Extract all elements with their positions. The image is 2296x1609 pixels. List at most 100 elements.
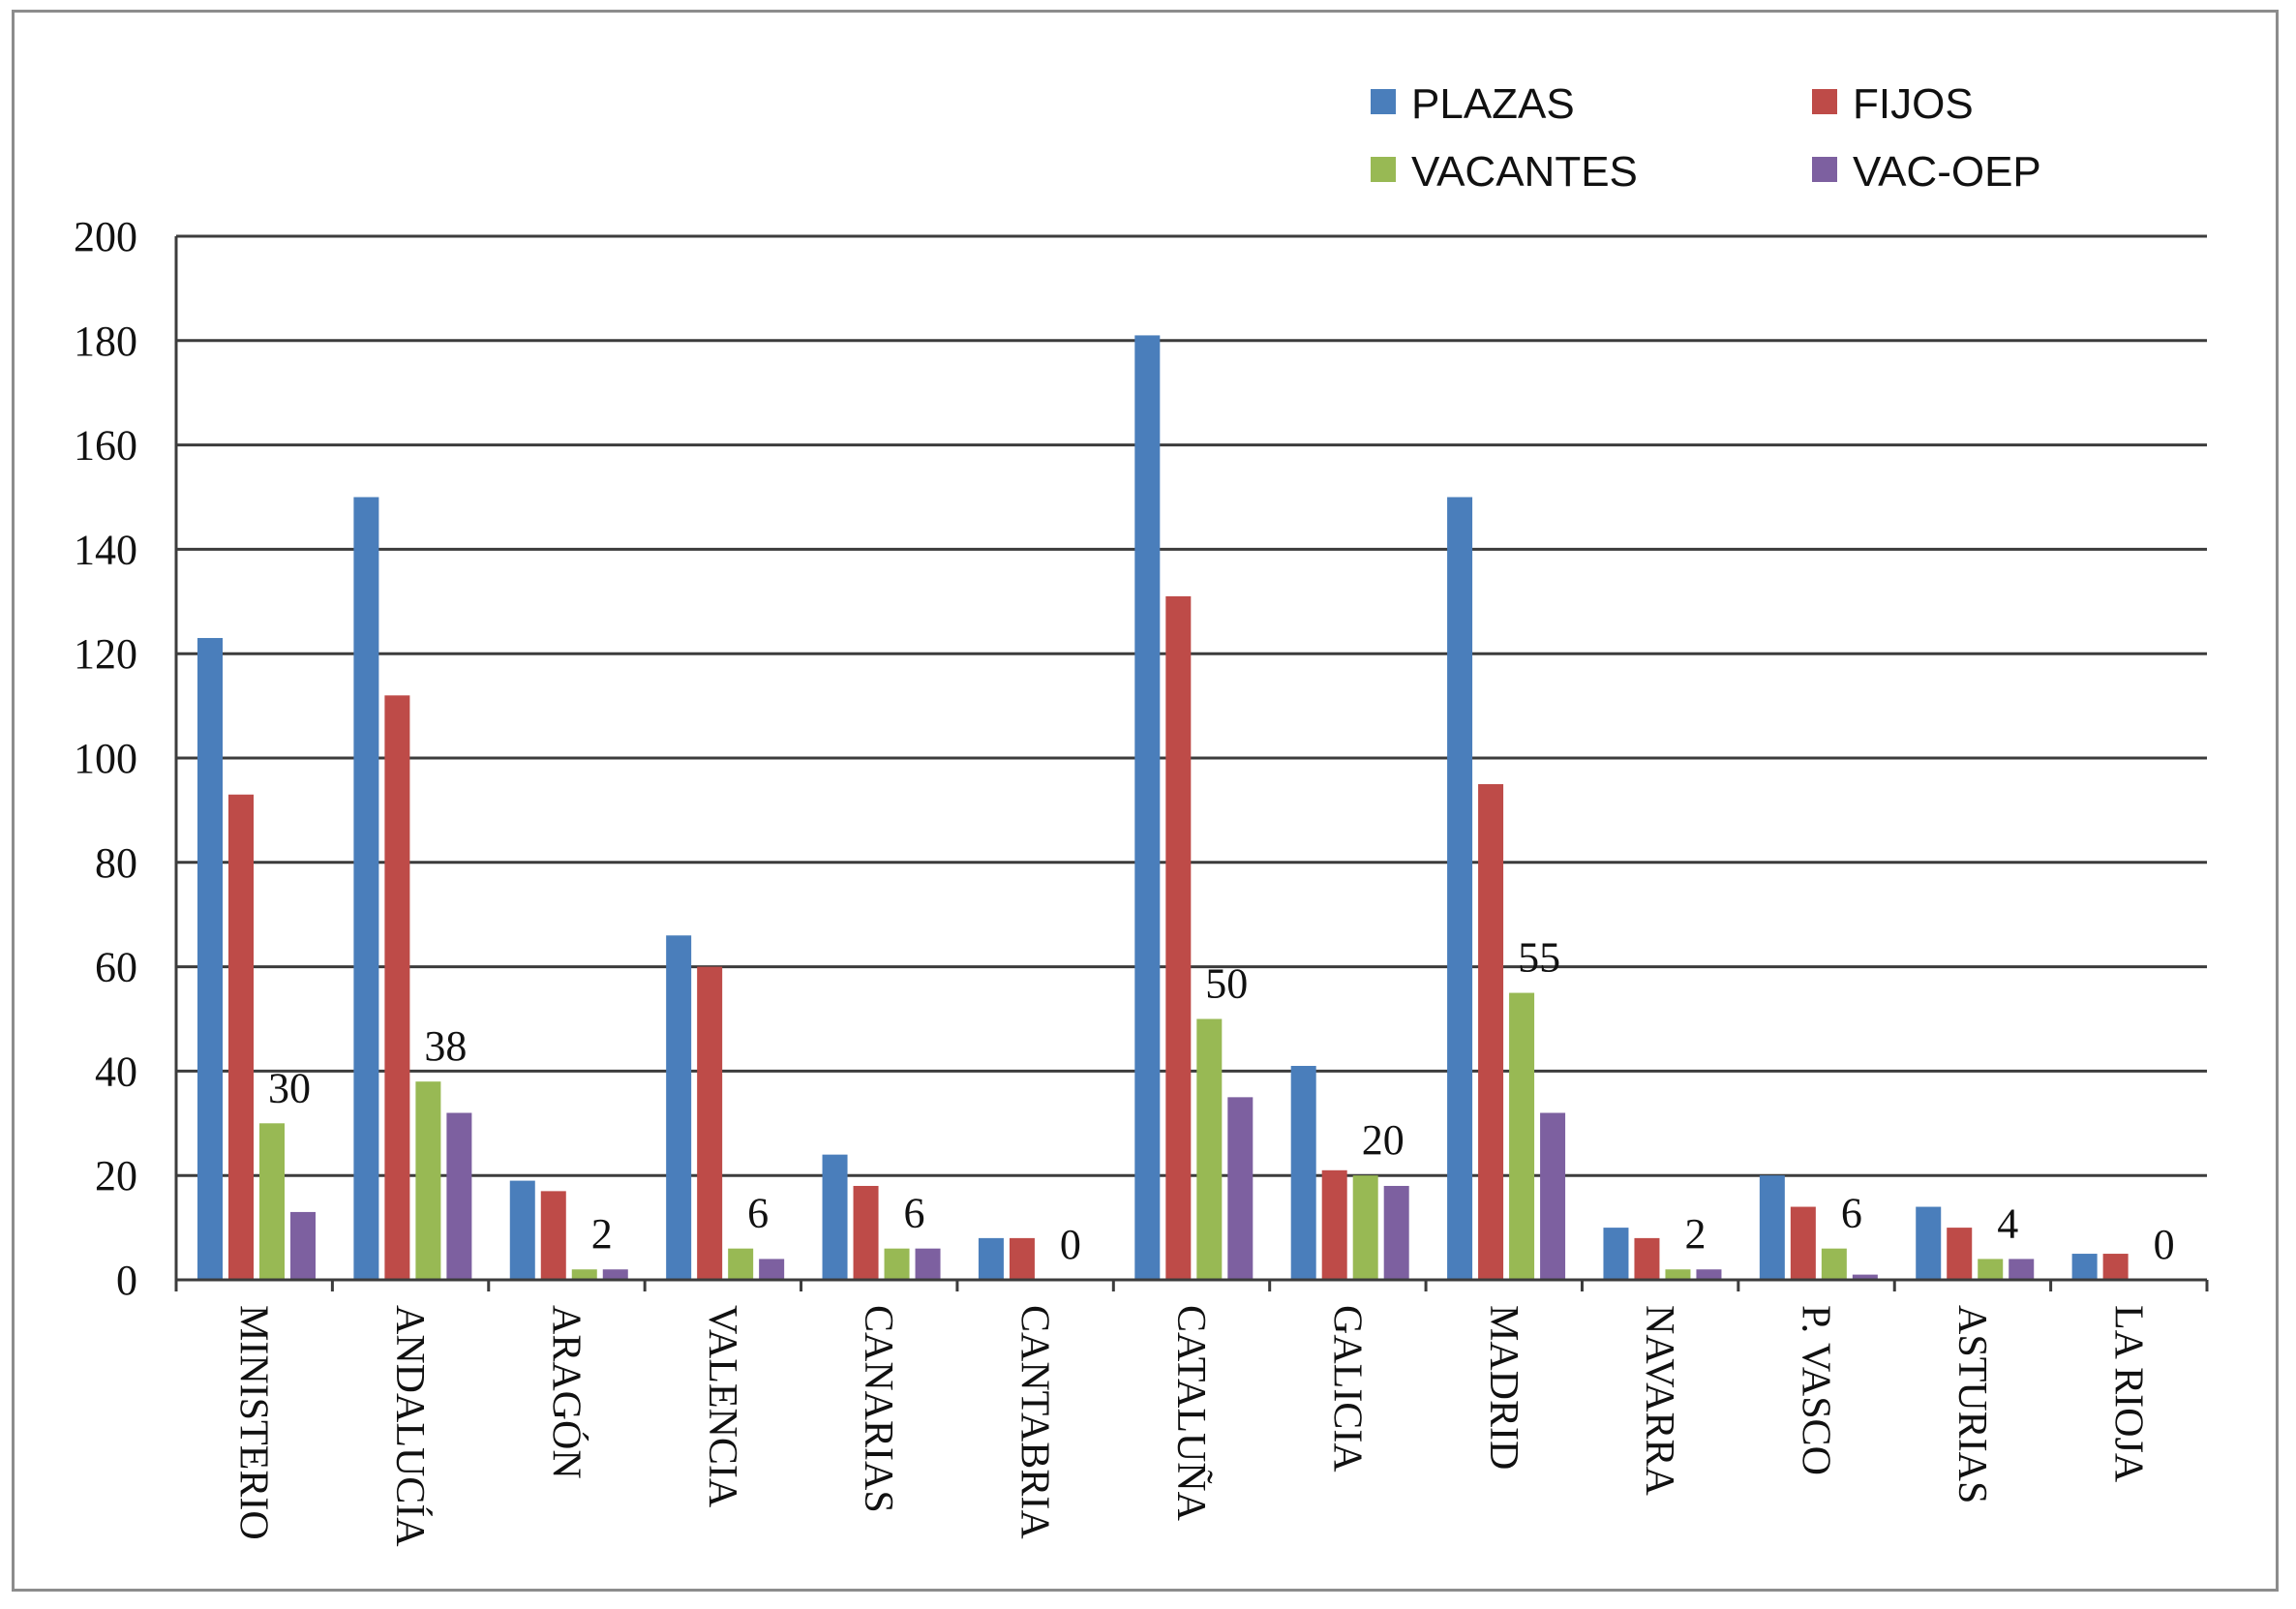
bar-plazas-cantabria: [978, 1237, 1004, 1280]
data-labels: 30 38 2 6 6 0 50 20 55 2 6 4 0: [268, 934, 2175, 1268]
gridlines: [176, 234, 2207, 1177]
bars: [197, 335, 2129, 1280]
bar-plazas-galicia: [1290, 1066, 1316, 1280]
legend-swatch-vacantes: [1371, 157, 1396, 182]
y-tick-label: 160: [74, 422, 137, 470]
bar-vac-oep-madrid: [1540, 1112, 1566, 1280]
x-category-label: GALICIA: [1324, 1305, 1369, 1472]
data-label: 6: [904, 1190, 925, 1237]
bar-plazas-madrid: [1447, 497, 1473, 1280]
bar-vacantes-galicia: [1352, 1175, 1378, 1280]
bar-plazas-andalucia: [353, 497, 379, 1280]
data-label: 2: [591, 1210, 613, 1258]
legend-swatch-plazas: [1371, 89, 1396, 114]
data-label: 50: [1205, 960, 1248, 1008]
bar-vac-oep-galicia: [1383, 1185, 1409, 1280]
bar-vac-oep-p-vasco: [1852, 1274, 1878, 1280]
legend-label-fijos: FIJOS: [1853, 80, 1974, 128]
x-category-label: MADRID: [1481, 1305, 1526, 1470]
x-category-label: P. VASCO: [1794, 1305, 1838, 1475]
legend: PLAZAS FIJOS VACANTES VAC-OEP: [1371, 80, 2041, 196]
bar-vacantes-cataluna: [1196, 1018, 1223, 1280]
bar-plazas-ministerio: [197, 638, 223, 1280]
data-label: 0: [1060, 1221, 1081, 1268]
x-category-label: ARAGÓN: [543, 1305, 589, 1479]
x-category-label: ASTURIAS: [1949, 1305, 1994, 1503]
x-category-label: LA RIOJA: [2105, 1305, 2150, 1483]
y-tick-label: 100: [74, 735, 137, 782]
bar-vacantes-ministerio: [259, 1123, 285, 1280]
bar-vac-oep-cataluna: [1227, 1097, 1254, 1280]
bar-fijos-p-vasco: [1790, 1206, 1816, 1280]
bar-vac-oep-valencia: [759, 1259, 785, 1280]
bar-plazas-p-vasco: [1759, 1175, 1785, 1280]
bar-fijos-valencia: [697, 966, 723, 1280]
bar-vac-oep-andalucia: [446, 1112, 472, 1280]
y-tick-label: 60: [95, 944, 137, 991]
x-category-label: NAVARRA: [1637, 1305, 1681, 1497]
bar-fijos-navarra: [1634, 1237, 1660, 1280]
bar-vac-oep-canarias: [915, 1248, 941, 1280]
bar-fijos-cataluna: [1165, 595, 1192, 1280]
y-tick-label: 120: [74, 630, 137, 678]
y-tick-label: 140: [74, 526, 137, 573]
data-label: 30: [268, 1064, 311, 1111]
y-axis-ticks: 0 20 40 60 80 100 120 140 160 180 200: [74, 213, 137, 1304]
bar-vacantes-andalucia: [415, 1081, 441, 1280]
legend-swatch-vac-oep: [1812, 157, 1837, 182]
data-label: 38: [424, 1022, 467, 1070]
data-label: 6: [1841, 1190, 1862, 1237]
legend-label-vacantes: VACANTES: [1411, 148, 1638, 196]
y-tick-label: 80: [95, 839, 137, 887]
bar-vacantes-asturias: [1978, 1259, 2004, 1280]
x-category-label: CANARIAS: [856, 1305, 900, 1513]
bar-fijos-madrid: [1478, 783, 1504, 1280]
data-label: 20: [1362, 1116, 1405, 1164]
bar-plazas-aragon: [509, 1180, 535, 1280]
bar-fijos-la-rioja: [2102, 1254, 2129, 1280]
bar-vacantes-madrid: [1509, 992, 1535, 1280]
x-category-label: CATALUÑA: [1168, 1305, 1213, 1522]
bar-fijos-asturias: [1947, 1228, 1973, 1280]
bar-vacantes-p-vasco: [1821, 1248, 1847, 1280]
bar-vacantes-canarias: [884, 1248, 910, 1280]
bar-fijos-andalucia: [384, 695, 410, 1280]
legend-swatch-fijos: [1812, 89, 1837, 114]
bar-vac-oep-navarra: [1696, 1269, 1722, 1280]
bar-fijos-cantabria: [1009, 1237, 1035, 1280]
x-category-label: MINISTERIO: [231, 1305, 276, 1540]
legend-label-plazas: PLAZAS: [1411, 80, 1575, 128]
bar-vacantes-valencia: [728, 1248, 754, 1280]
bar-plazas-navarra: [1603, 1228, 1629, 1280]
data-label: 2: [1684, 1210, 1706, 1258]
x-category-label: VALENCIA: [700, 1305, 744, 1508]
legend-label-vac-oep: VAC-OEP: [1853, 148, 2041, 196]
bar-vac-oep-asturias: [2009, 1259, 2035, 1280]
y-tick-label: 0: [116, 1257, 137, 1304]
bar-plazas-valencia: [666, 935, 692, 1280]
bar-fijos-aragon: [540, 1191, 566, 1280]
x-axis-categories: MINISTERIO ANDALUCÍA ARAGÓN VALENCIA CANARIA…: [231, 1305, 2151, 1547]
bar-fijos-galicia: [1321, 1169, 1347, 1280]
y-tick-label: 40: [95, 1047, 137, 1095]
bar-fijos-ministerio: [228, 794, 254, 1280]
data-label: 0: [2154, 1221, 2175, 1268]
bar-vac-oep-ministerio: [290, 1211, 316, 1280]
y-tick-label: 20: [95, 1152, 137, 1199]
bar-vac-oep-aragon: [602, 1269, 628, 1280]
bar-fijos-canarias: [853, 1185, 879, 1280]
x-category-label: ANDALUCÍA: [387, 1305, 433, 1547]
y-tick-label: 200: [74, 213, 137, 260]
bar-plazas-la-rioja: [2071, 1254, 2098, 1280]
bar-plazas-canarias: [822, 1154, 848, 1280]
data-label: 4: [1997, 1199, 2018, 1247]
y-tick-label: 180: [74, 318, 137, 365]
data-label: 6: [747, 1190, 769, 1237]
x-category-label: CANTABRIA: [1012, 1305, 1057, 1539]
bar-plazas-asturias: [1916, 1206, 1942, 1280]
bar-plazas-cataluna: [1134, 335, 1161, 1280]
axes: [174, 236, 2209, 1291]
bar-vacantes-navarra: [1665, 1269, 1691, 1280]
data-label: 55: [1518, 934, 1560, 982]
